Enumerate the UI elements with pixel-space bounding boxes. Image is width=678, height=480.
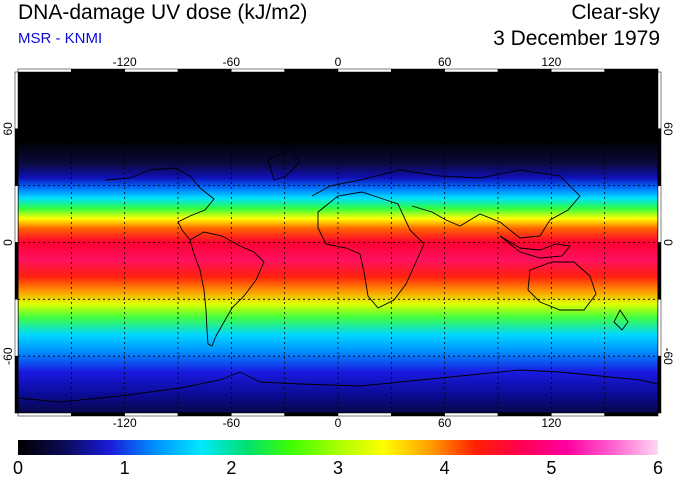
colorbar-tick-label: 0 [12, 458, 24, 478]
colorbar-tick-label: 5 [546, 458, 557, 478]
lon-tick-label-top: 120 [541, 55, 561, 69]
frame-tick-bar [497, 68, 552, 73]
colorbar-tick-label: 3 [332, 458, 344, 478]
lon-tick-label-bottom: 120 [541, 416, 561, 430]
frame-tick-bar [657, 299, 662, 357]
antarctica-coast [18, 369, 658, 403]
frame-tick-bar [391, 68, 445, 73]
colorbar [18, 440, 658, 455]
frame-tick-bar [551, 68, 605, 73]
frame-tick-bar [337, 412, 392, 417]
frame-tick-bar [444, 68, 499, 73]
lat-tick-label-right: 60 [661, 122, 675, 136]
frame-tick-bar [14, 71, 19, 130]
lon-tick-label-top: -60 [223, 55, 241, 69]
map-title: DNA-damage UV dose (kJ/m2) [18, 1, 308, 24]
colorbar-tick-label: 1 [119, 458, 130, 478]
north-america-coast [104, 167, 215, 241]
australia-coast [527, 261, 597, 311]
frame-tick-bar [657, 355, 662, 414]
lon-tick-label-top: -120 [113, 55, 137, 69]
frame-tick-bar [231, 68, 285, 73]
lat-tick-label-left: -60 [1, 347, 15, 365]
frame-tick-bar [14, 242, 19, 300]
greenland-coast [267, 149, 301, 181]
frame-tick-bar [284, 412, 339, 417]
frame-tick-bar [657, 71, 662, 130]
frame-tick-bar [657, 185, 662, 243]
frame-tick-bar [177, 68, 232, 73]
frame-tick-bar [14, 185, 19, 243]
new-zealand-coast [613, 309, 629, 331]
frame-tick-bar [14, 128, 19, 186]
lat-tick-label-left: 60 [1, 122, 15, 136]
eurasia-coast [311, 169, 581, 239]
frame-tick-bar [444, 412, 499, 417]
map-date: 3 December 1979 [493, 27, 660, 50]
lon-tick-label-top: 60 [438, 55, 452, 69]
lat-tick-label-left: 0 [1, 239, 15, 246]
frame-tick-bar [337, 68, 392, 73]
southeast-asia-coast [499, 235, 571, 259]
colorbar-tick-label: 2 [226, 458, 237, 478]
lon-tick-label-bottom: 0 [335, 416, 342, 430]
sky-condition-label: Clear-sky [571, 1, 660, 24]
coastlines [18, 149, 658, 403]
frame-tick-bar [657, 242, 662, 300]
frame-tick-bar [14, 299, 19, 357]
lat-tick-label-right: -60 [661, 347, 675, 365]
frame-tick-bar [17, 68, 72, 73]
south-america-coast [189, 231, 265, 347]
frame-tick-bar [604, 68, 659, 73]
lon-tick-label-top: 0 [335, 55, 342, 69]
colorbar-tick-label: 4 [439, 458, 450, 478]
africa-coast [317, 191, 425, 309]
lon-tick-label-bottom: -120 [113, 416, 137, 430]
lon-tick-label-bottom: 60 [438, 416, 452, 430]
frame-tick-bar [284, 68, 339, 73]
institute-label: MSR - KNMI [18, 30, 103, 47]
axis-tick-marks [14, 68, 662, 417]
frame-tick-bar [14, 355, 19, 414]
lat-tick-label-right: 0 [661, 239, 675, 246]
frame-tick-bar [604, 412, 659, 417]
frame-tick-bar [657, 128, 662, 186]
frame-tick-bar [17, 412, 72, 417]
graticule [18, 72, 658, 413]
frame-tick-bar [391, 412, 445, 417]
axis-tick-labels: -120 -120 -60 -60 0 0 60 60 120 120 60 0 -60 60 0 -60 [1, 55, 675, 430]
frame-tick-bar [71, 68, 125, 73]
frame-tick-bar [124, 68, 179, 73]
lon-tick-label-bottom: -60 [223, 416, 241, 430]
colorbar-tick-label: 6 [652, 458, 664, 478]
